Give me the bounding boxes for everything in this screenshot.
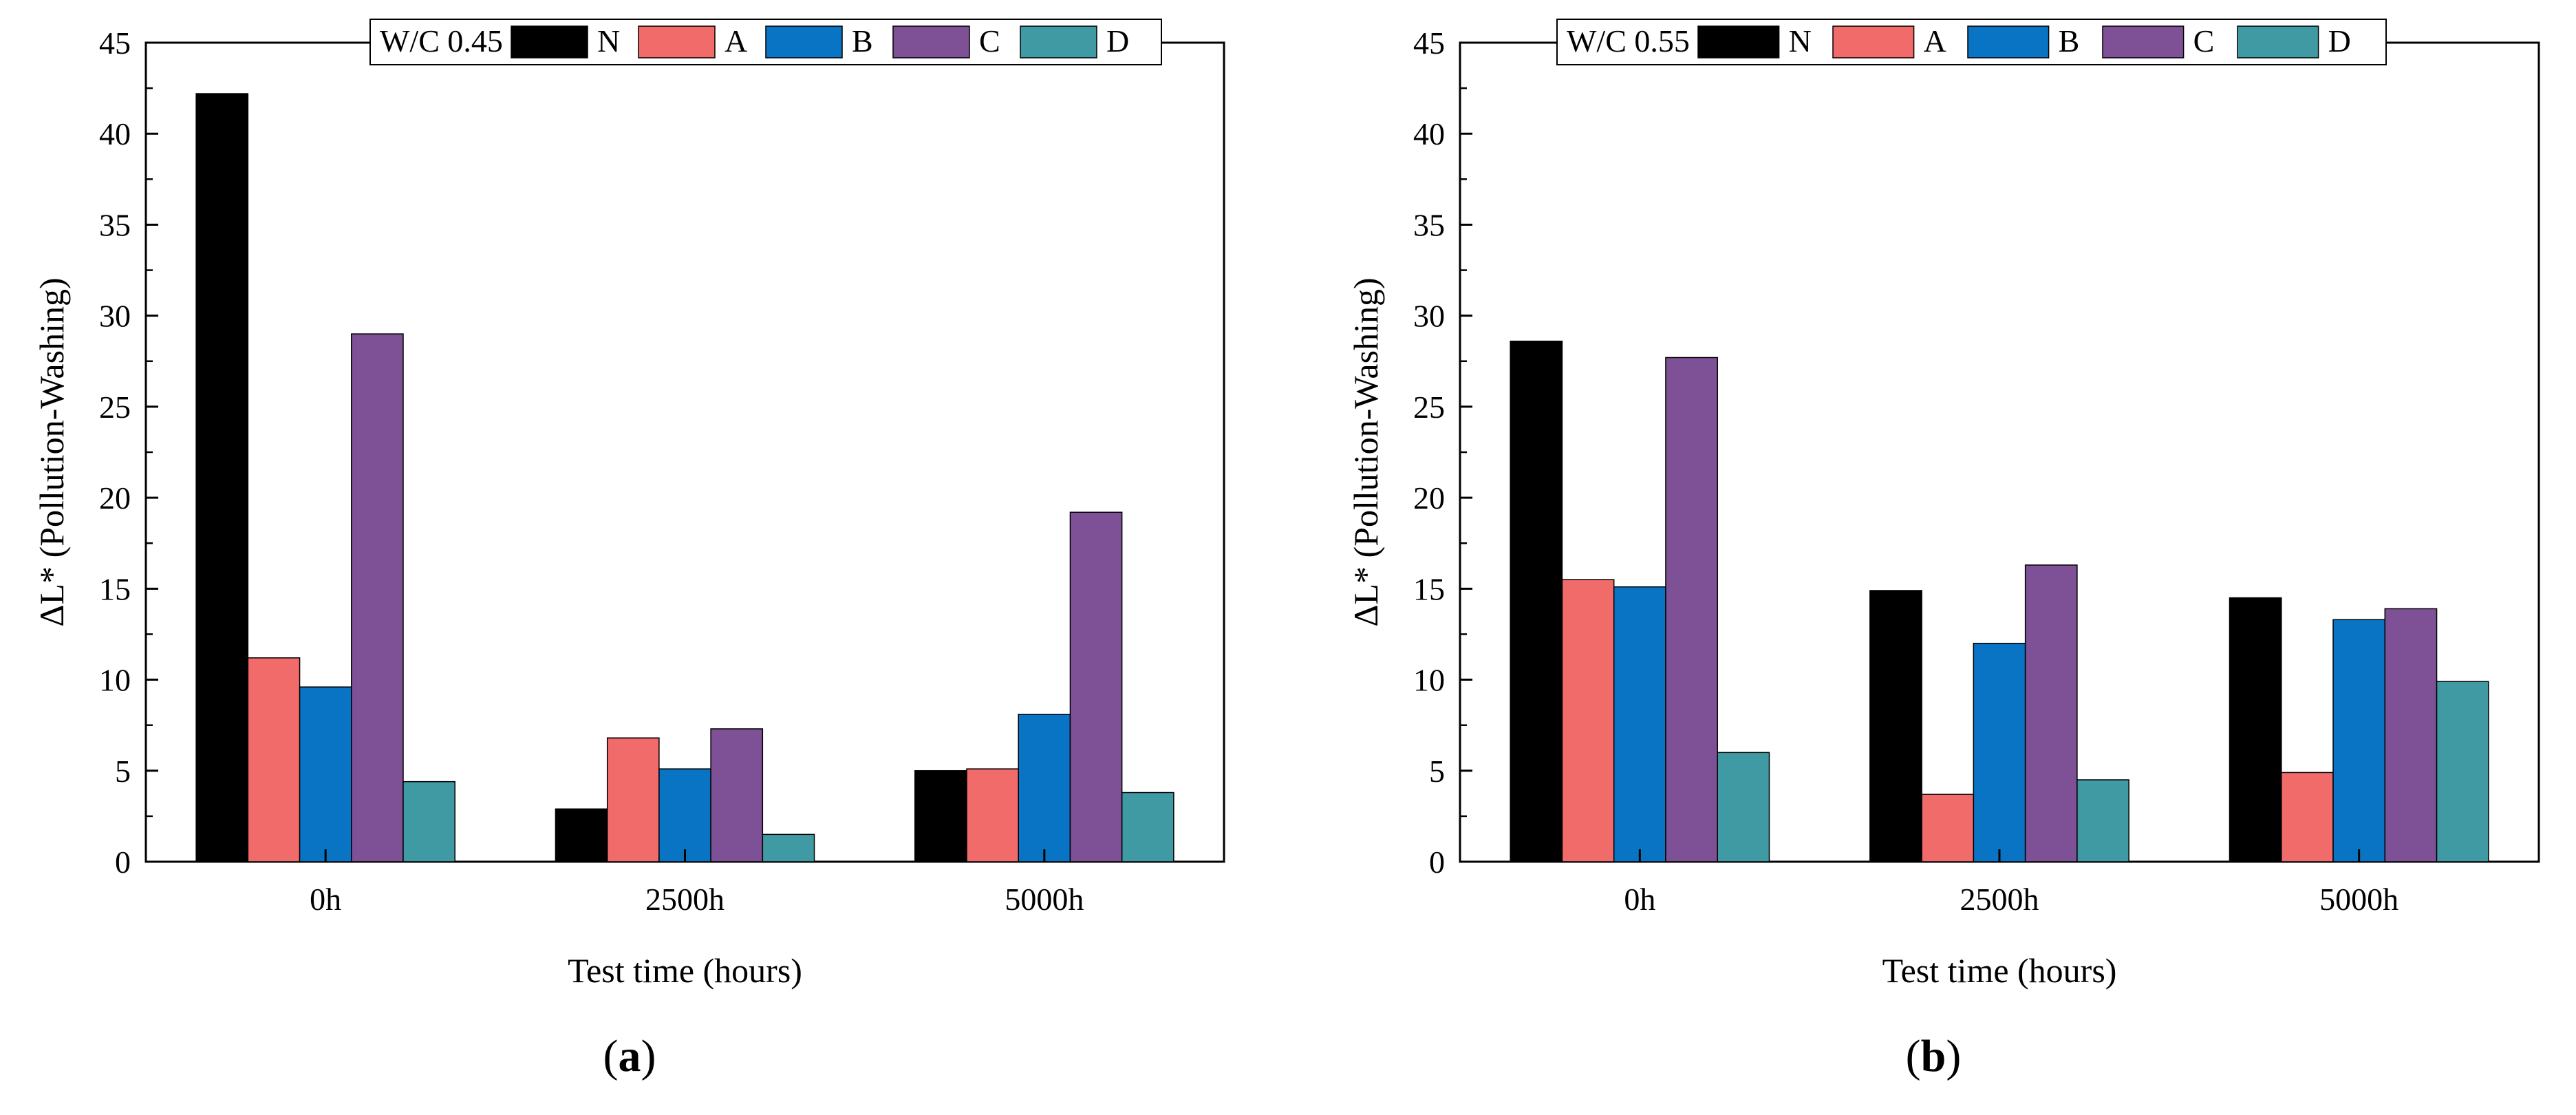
- y-tick-label: 30: [1413, 299, 1445, 334]
- bar-D-2500h: [2076, 779, 2129, 862]
- bar-B-5000h: [1018, 714, 1071, 862]
- y-tick-label: 10: [1413, 663, 1445, 698]
- panel-caption: (b): [1906, 1031, 1962, 1081]
- legend-label-A: A: [1924, 23, 1946, 59]
- legend-label-D: D: [1106, 23, 1129, 59]
- caption-open: (: [1906, 1031, 1921, 1081]
- bar-N-2500h: [1869, 590, 1922, 862]
- bar-N-2500h: [555, 808, 608, 862]
- legend-swatch-B: [1967, 25, 2050, 59]
- bar-B-0h: [299, 686, 352, 862]
- legend: W/C 0.55 N A B C D: [1556, 19, 2387, 65]
- bar-B-0h: [1613, 586, 1666, 862]
- bar-A-5000h: [2281, 772, 2334, 862]
- legend-swatch-A: [1832, 25, 1915, 59]
- legend: W/C 0.45 N A B C D: [369, 19, 1162, 65]
- x-axis-title: Test time (hours): [1882, 951, 2117, 990]
- y-tick-label: 35: [99, 207, 131, 242]
- bar-C-0h: [351, 333, 404, 862]
- y-tick-label: 45: [1413, 25, 1445, 61]
- bar-N-5000h: [2229, 597, 2282, 862]
- legend-swatch-B: [765, 25, 843, 59]
- x-tick-label: 2500h: [645, 882, 724, 917]
- bar-D-2500h: [762, 833, 815, 862]
- bar-N-0h: [1510, 340, 1563, 862]
- x-axis-title: Test time (hours): [568, 951, 802, 990]
- legend-label-D: D: [2328, 23, 2351, 59]
- legend-label-N: N: [1789, 23, 1812, 59]
- legend-swatch-C: [2102, 25, 2185, 59]
- y-tick-label: 10: [99, 663, 131, 698]
- bar-B-5000h: [2332, 619, 2386, 862]
- bar-C-0h: [1665, 357, 1718, 862]
- x-tick-label: 5000h: [1005, 882, 1084, 917]
- legend-label-A: A: [724, 23, 747, 59]
- legend-label-B: B: [852, 23, 873, 59]
- y-tick-label: 15: [1413, 571, 1445, 606]
- bar-D-5000h: [2436, 681, 2489, 862]
- bar-C-2500h: [2024, 564, 2078, 862]
- legend-swatch-D: [1020, 25, 1097, 59]
- bar-D-5000h: [1121, 792, 1174, 862]
- caption-close: ): [1946, 1031, 1961, 1081]
- legend-swatch-N: [1697, 25, 1780, 59]
- y-axis-title: ΔL* (Pollution-Washing): [32, 277, 71, 626]
- legend-title: W/C 0.45: [380, 23, 503, 59]
- bar-C-2500h: [710, 728, 764, 862]
- bar-A-5000h: [966, 768, 1019, 862]
- y-tick-label: 5: [115, 754, 131, 789]
- legend-label-C: C: [2193, 23, 2215, 59]
- legend-title: W/C 0.55: [1567, 23, 1690, 59]
- x-tick-label: 2500h: [1960, 882, 2039, 917]
- bar-D-0h: [1717, 752, 1770, 862]
- legend-label-B: B: [2059, 23, 2080, 59]
- chart-panel-b: 0 5 10 15 20 25 30 35 40 45 0h 2500h 5000h Test time …: [1346, 19, 2540, 1081]
- legend-swatch-C: [892, 25, 970, 59]
- bar-B-2500h: [1973, 642, 2026, 862]
- y-axis-title: ΔL* (Pollution-Washing): [1346, 277, 1385, 626]
- y-tick-label: 40: [99, 116, 131, 151]
- caption-letter: a: [619, 1031, 641, 1081]
- x-tick-label: 0h: [310, 882, 341, 917]
- panel-caption: (a): [603, 1031, 656, 1081]
- y-tick-label: 25: [1413, 390, 1445, 425]
- bar-B-2500h: [658, 768, 711, 862]
- bar-C-5000h: [2384, 608, 2438, 862]
- y-tick-label: 20: [1413, 480, 1445, 516]
- caption-letter: b: [1921, 1031, 1946, 1081]
- legend-swatch-A: [638, 25, 716, 59]
- y-tick-label: 0: [115, 845, 131, 880]
- caption-open: (: [603, 1031, 619, 1081]
- bar-A-2500h: [606, 737, 660, 862]
- bar-A-2500h: [1921, 794, 1975, 862]
- chart-panel-a: 0 5 10 15 20 25 30 35 40 45 0h 2500h 5000h Test time …: [32, 19, 1225, 1081]
- bar-C-5000h: [1069, 511, 1123, 862]
- bar-N-0h: [195, 93, 249, 862]
- y-tick-label: 45: [99, 25, 131, 61]
- bar-A-0h: [247, 657, 301, 862]
- bar-D-0h: [402, 780, 455, 862]
- y-tick-label: 5: [1429, 754, 1445, 789]
- caption-close: ): [641, 1031, 656, 1081]
- y-tick-label: 30: [99, 299, 131, 334]
- y-tick-label: 35: [1413, 207, 1445, 242]
- y-tick-label: 40: [1413, 116, 1445, 151]
- y-tick-label: 15: [99, 571, 131, 606]
- legend-label-N: N: [597, 23, 620, 59]
- bar-A-0h: [1561, 579, 1615, 862]
- legend-label-C: C: [979, 23, 1000, 59]
- x-tick-label: 0h: [1624, 882, 1655, 917]
- bar-N-5000h: [914, 770, 967, 862]
- legend-swatch-D: [2237, 25, 2319, 59]
- y-tick-label: 20: [99, 480, 131, 516]
- y-tick-label: 0: [1429, 845, 1445, 880]
- x-tick-label: 5000h: [2319, 882, 2398, 917]
- y-tick-label: 25: [99, 390, 131, 425]
- legend-swatch-N: [511, 25, 588, 59]
